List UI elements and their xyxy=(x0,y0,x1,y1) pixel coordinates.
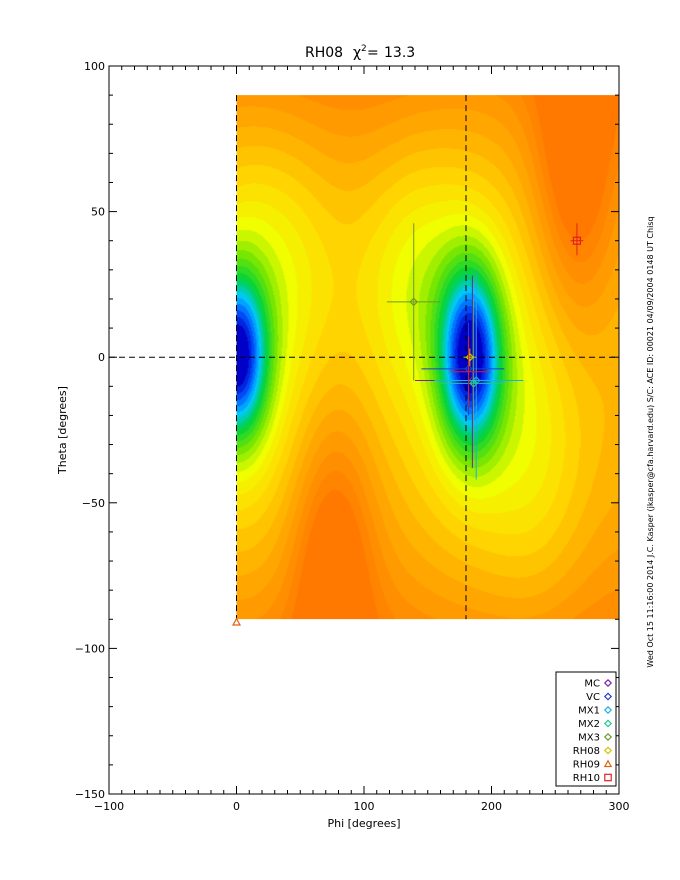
chart-title: RH08 χ 2 = 13.3 xyxy=(305,44,415,61)
data-point-mx3 xyxy=(386,223,441,381)
legend-label: MX3 xyxy=(578,733,600,744)
legend-entry-rh10: RH10 xyxy=(573,773,612,784)
legend-entry-mx1: MX1 xyxy=(578,705,613,717)
legend-entry-mx2: MX2 xyxy=(578,719,613,730)
legend-entry-mx3: MX3 xyxy=(578,732,613,744)
legend-marker xyxy=(603,705,613,715)
legend-label: MC xyxy=(584,679,600,690)
legend-label: RH09 xyxy=(573,760,600,771)
legend-marker xyxy=(603,678,613,688)
y-axis-label: Theta [degrees] xyxy=(56,386,69,475)
chi-squared-symbol: χ xyxy=(353,45,361,61)
point-marker xyxy=(572,236,582,245)
legend-label: RH08 xyxy=(573,746,600,757)
y-tick-label: −100 xyxy=(75,642,105,655)
legend-marker xyxy=(603,719,613,728)
x-tick-label: 200 xyxy=(481,800,502,813)
point-marker xyxy=(231,617,242,626)
y-tick-label: 50 xyxy=(91,206,105,219)
y-tick-label: 0 xyxy=(98,351,105,364)
x-tick-label: 300 xyxy=(609,800,630,813)
data-points xyxy=(231,223,584,626)
legend-label: VC xyxy=(586,692,600,703)
point-marker xyxy=(469,379,478,388)
data-point-rh09 xyxy=(231,617,242,626)
chi-squared-value: 13.3 xyxy=(384,45,415,61)
legend-entry-vc: VC xyxy=(586,692,613,703)
side-note: Wed Oct 15 11:16:00 2014 J.C. Kasper (jk… xyxy=(646,216,655,667)
legend: MC VC MX1 MX2 MX3 RH08 RH09 RH10 xyxy=(555,671,617,787)
legend-label: MX1 xyxy=(578,706,600,717)
y-tick-label: 100 xyxy=(84,60,105,73)
legend-label: MX2 xyxy=(578,719,600,730)
legend-marker xyxy=(603,759,613,768)
x-tick-label: −100 xyxy=(94,800,124,813)
legend-marker xyxy=(603,746,613,755)
chi-squared-exponent: 2 xyxy=(361,44,367,54)
chi-squared-equals: = xyxy=(367,45,379,61)
x-axis-label: Phi [degrees] xyxy=(327,817,400,830)
legend-marker xyxy=(604,773,612,782)
legend-marker xyxy=(603,692,613,701)
x-tick-label: 0 xyxy=(233,800,240,813)
data-point-rh08 xyxy=(463,348,477,366)
legend-marker xyxy=(603,732,613,742)
y-tick-label: −50 xyxy=(82,497,105,510)
legend-entry-rh09: RH09 xyxy=(573,759,613,771)
point-marker xyxy=(465,352,475,362)
y-tick-label: −150 xyxy=(75,788,105,801)
chart-title-text: RH08 xyxy=(305,45,343,61)
x-tick-label: 100 xyxy=(354,800,375,813)
data-point-rh10 xyxy=(570,223,584,256)
legend-entry-mc: MC xyxy=(584,678,613,690)
point-marker xyxy=(409,297,419,307)
legend-entry-rh08: RH08 xyxy=(573,746,613,757)
legend-label: RH10 xyxy=(573,773,600,784)
data-point-extra-8 xyxy=(450,336,489,407)
